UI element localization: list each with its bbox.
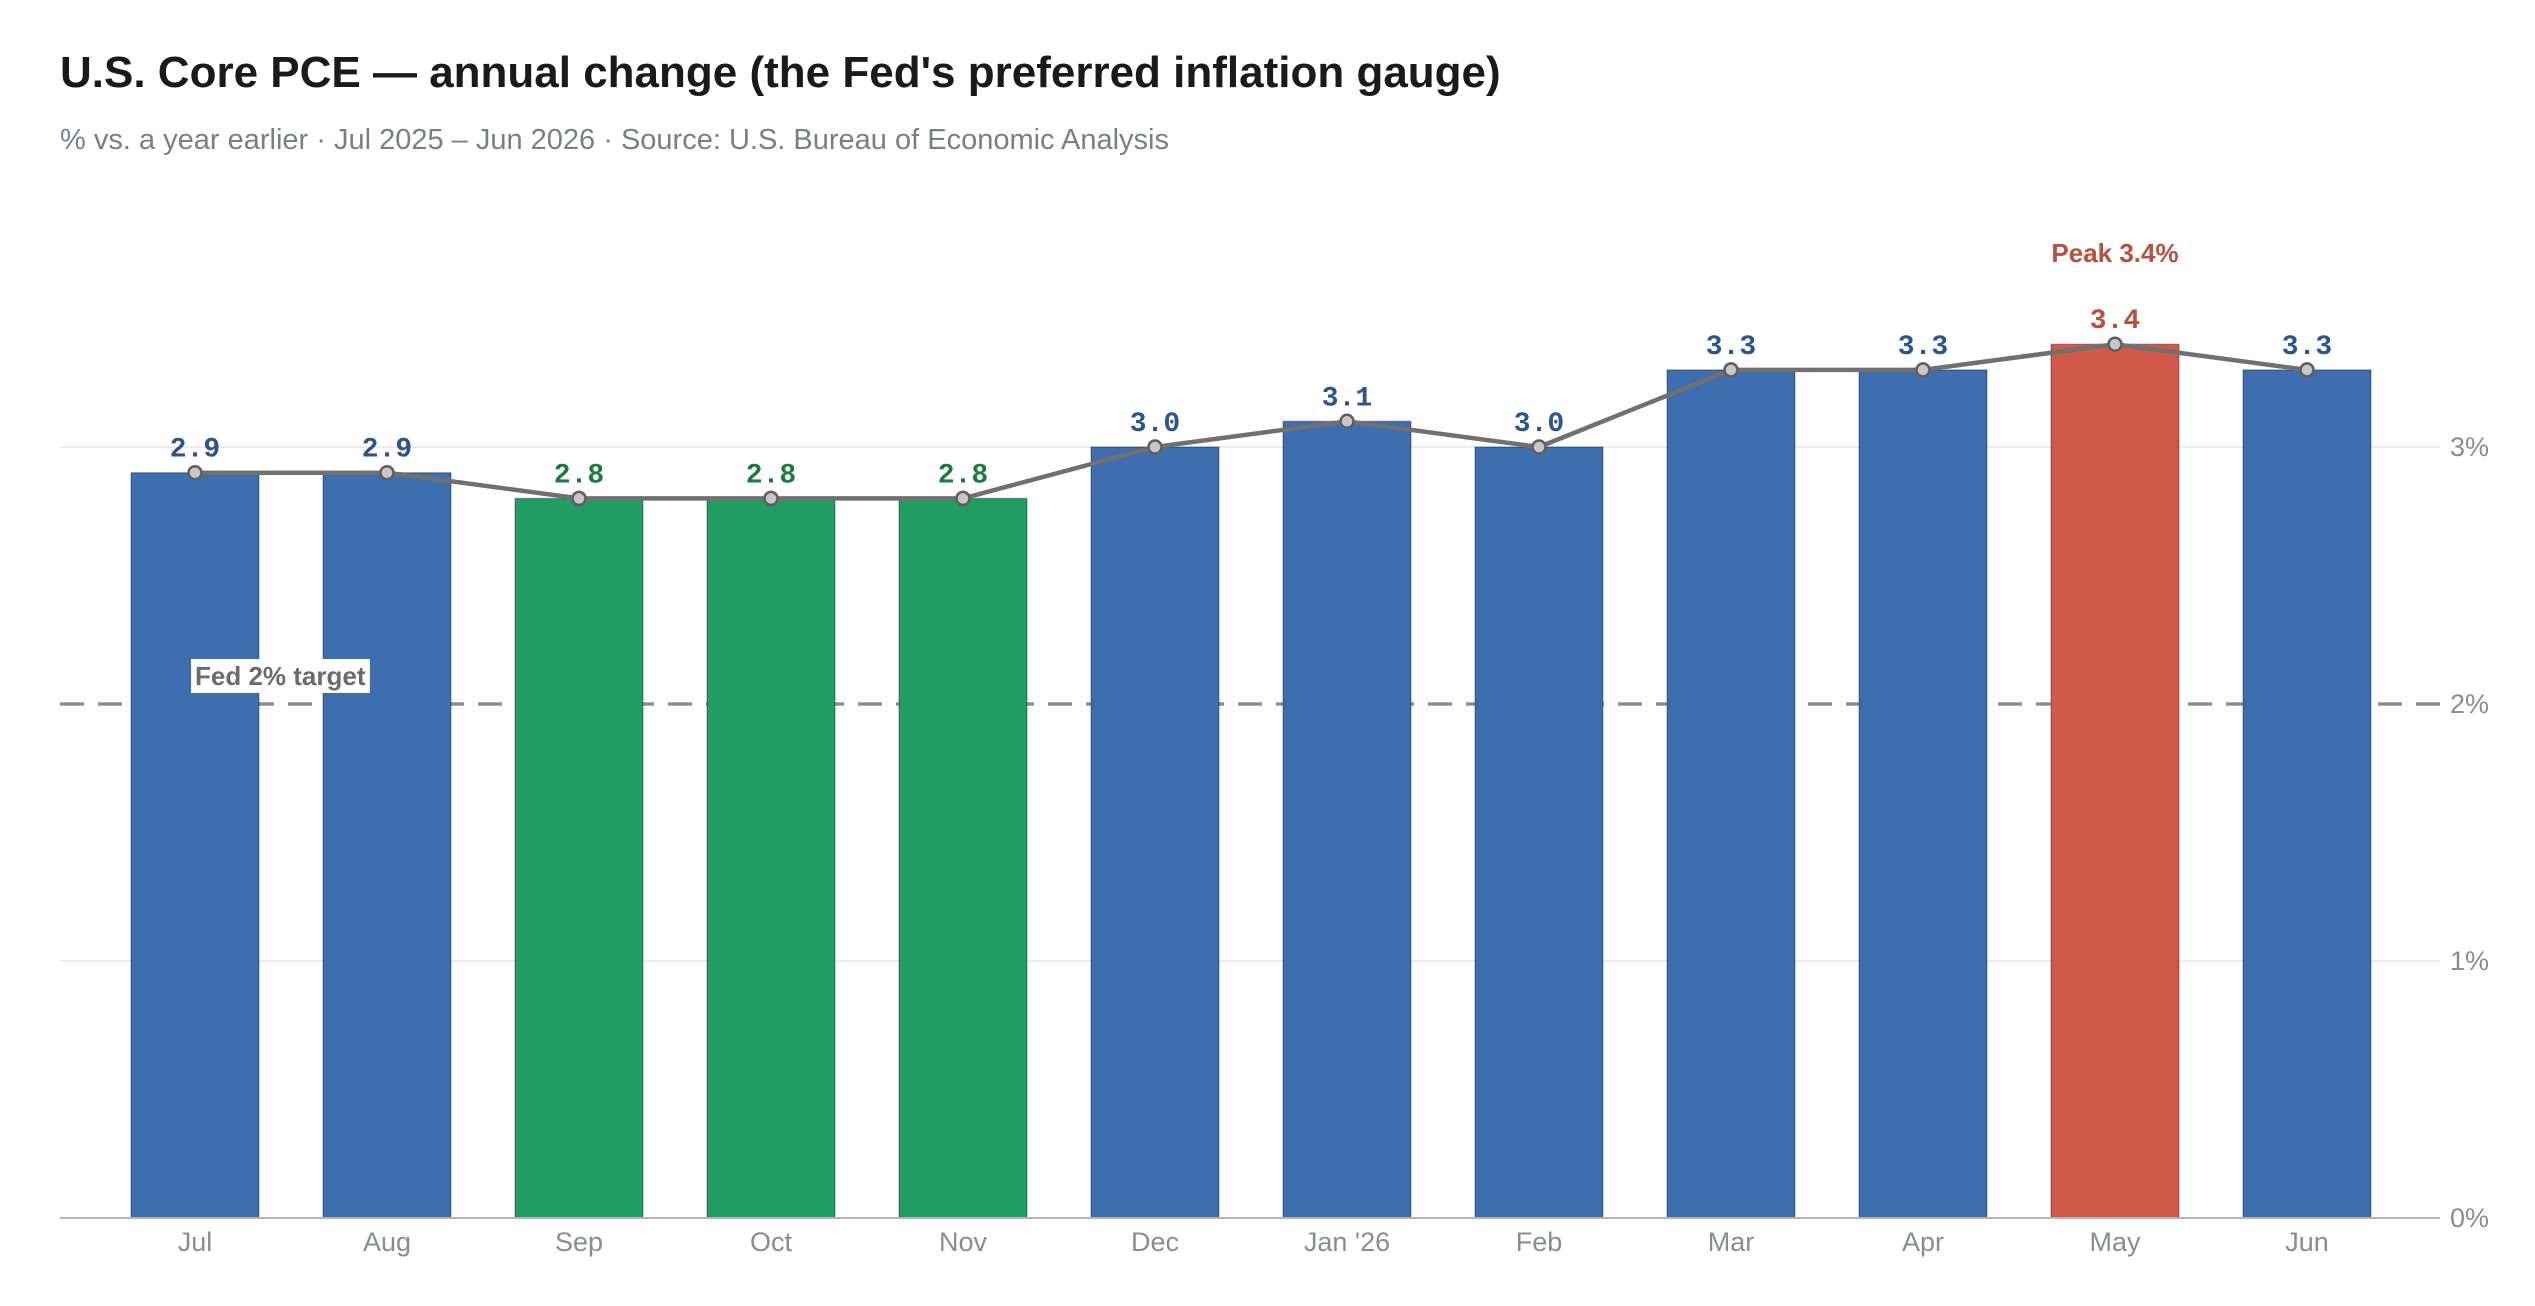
value-label: 2.8 bbox=[746, 460, 796, 491]
trend-point bbox=[2299, 362, 2315, 378]
bar bbox=[1282, 420, 1412, 1219]
value-label: 3.4 bbox=[2090, 306, 2140, 337]
trend-line-group bbox=[187, 336, 2315, 507]
bar bbox=[2050, 343, 2180, 1219]
bar bbox=[706, 497, 836, 1219]
y-tick-label: 2% bbox=[2450, 689, 2489, 719]
trend-point bbox=[1723, 362, 1739, 378]
trend-point bbox=[1915, 362, 1931, 378]
chart-title: U.S. Core PCE — annual change (the Fed's… bbox=[60, 48, 1501, 97]
x-tick-label: Nov bbox=[939, 1227, 988, 1257]
trend-point bbox=[1531, 439, 1547, 455]
gridlines bbox=[60, 446, 2440, 962]
trend-point bbox=[571, 490, 587, 507]
x-tick-label: Jun bbox=[2285, 1227, 2329, 1257]
x-tick-label: Dec bbox=[1131, 1227, 1179, 1257]
value-label: 3.0 bbox=[1130, 409, 1180, 440]
bar bbox=[322, 471, 452, 1219]
trend-point bbox=[955, 490, 971, 507]
reference-line-label: Fed 2% target bbox=[195, 661, 366, 691]
trend-point bbox=[379, 464, 395, 481]
chart-subtitle: % vs. a year earlier · Jul 2025 – Jun 20… bbox=[60, 124, 1169, 156]
value-label: 3.3 bbox=[1898, 332, 1948, 363]
peak-annotation: Peak 3.4% bbox=[2051, 238, 2178, 268]
x-tick-label: Jul bbox=[178, 1227, 213, 1257]
bar bbox=[898, 497, 1028, 1219]
bar bbox=[1666, 369, 1796, 1219]
trend-point bbox=[187, 464, 203, 481]
x-tick-label: Apr bbox=[1902, 1227, 1944, 1257]
data-labels: Fed 2% target 2.9 2.9 2.8 2.8 2.8 3.0 3.1 3.0 3.3… bbox=[170, 238, 2332, 693]
trend-point bbox=[1147, 439, 1163, 455]
axes: 0% 1% 2% 3% Jul Aug Sep Oct Nov Dec Jan '26 Feb Mar A… bbox=[60, 432, 2489, 1257]
x-tick-label: Oct bbox=[750, 1227, 793, 1257]
value-label: 2.8 bbox=[938, 460, 988, 491]
value-label: 3.1 bbox=[1322, 383, 1372, 414]
bar bbox=[1090, 446, 1220, 1219]
x-tick-label: Feb bbox=[1516, 1227, 1563, 1257]
bar bbox=[1858, 369, 1988, 1219]
value-label: 2.9 bbox=[362, 435, 412, 466]
y-tick-label: 1% bbox=[2450, 946, 2489, 976]
trend-point bbox=[2107, 336, 2123, 352]
bar bbox=[2242, 369, 2372, 1219]
trend-line bbox=[195, 341, 2308, 501]
x-tick-label: Jan '26 bbox=[1304, 1227, 1390, 1257]
y-tick-label: 0% bbox=[2450, 1203, 2489, 1233]
y-tick-label: 3% bbox=[2450, 432, 2489, 462]
value-label: 2.8 bbox=[554, 460, 604, 491]
value-label: 3.3 bbox=[2282, 332, 2332, 363]
value-label: 2.9 bbox=[170, 435, 220, 466]
trend-point bbox=[1339, 413, 1355, 430]
x-tick-label: Aug bbox=[363, 1227, 411, 1257]
reference-label-background bbox=[191, 659, 370, 693]
x-tick-label: Mar bbox=[1708, 1227, 1755, 1257]
bar bbox=[130, 471, 260, 1219]
trend-point bbox=[763, 490, 779, 507]
value-label: 3.0 bbox=[1514, 409, 1564, 440]
x-tick-label: Sep bbox=[555, 1227, 603, 1257]
bar bbox=[514, 497, 644, 1219]
bar bbox=[1474, 446, 1604, 1219]
value-label: 3.3 bbox=[1706, 332, 1756, 363]
x-tick-label: May bbox=[2089, 1227, 2141, 1257]
bars bbox=[130, 343, 2372, 1219]
